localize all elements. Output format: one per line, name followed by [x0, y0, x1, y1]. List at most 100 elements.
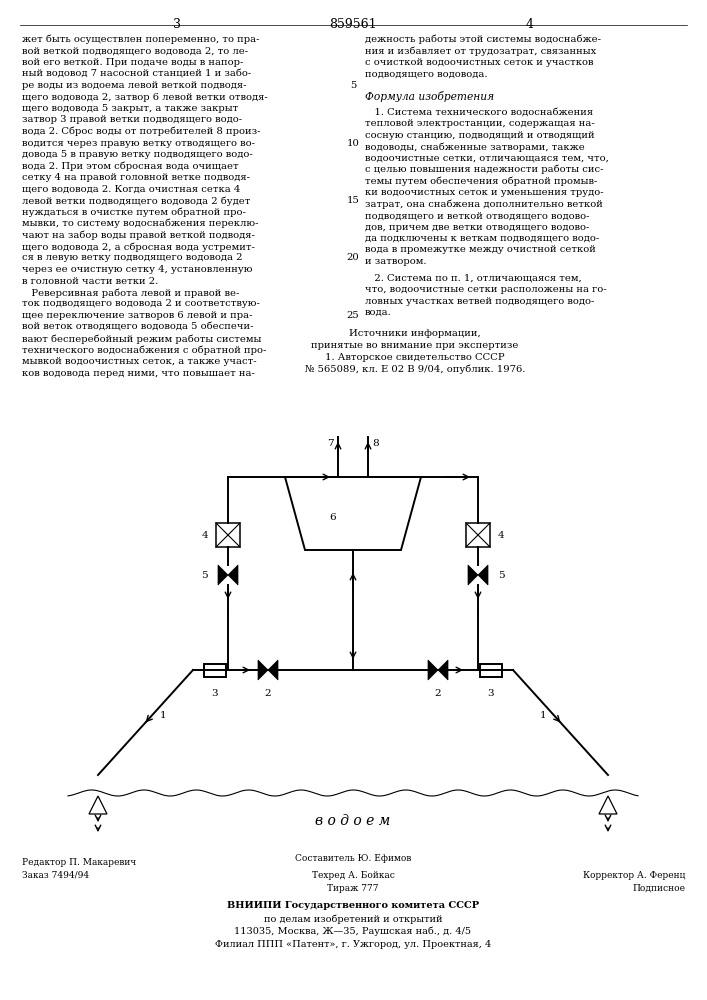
Text: 4: 4 [498, 530, 505, 540]
Text: вода.: вода. [365, 308, 392, 317]
Text: 8: 8 [372, 438, 379, 448]
Text: Формула изобретения: Формула изобретения [366, 91, 495, 102]
Text: 5: 5 [201, 570, 208, 580]
Polygon shape [218, 565, 228, 585]
Text: Корректор А. Ференц: Корректор А. Ференц [583, 871, 685, 880]
Text: щее переключение затворов 6 левой и пра-: щее переключение затворов 6 левой и пра- [22, 311, 252, 320]
Text: 2. Система по п. 1, отличающаяся тем,: 2. Система по п. 1, отличающаяся тем, [365, 273, 582, 282]
Text: 7: 7 [327, 438, 334, 448]
Polygon shape [228, 565, 238, 585]
Text: вода в промежутке между очистной сеткой: вода в промежутке между очистной сеткой [365, 245, 596, 254]
Text: водоводы, снабженные затворами, также: водоводы, снабженные затворами, также [365, 142, 585, 151]
Text: левой ветки подводящего водовода 2 будет: левой ветки подводящего водовода 2 будет [22, 196, 250, 206]
Text: Источники информации,: Источники информации, [349, 330, 481, 338]
Text: ки водоочистных сеток и уменьшения трудо-: ки водоочистных сеток и уменьшения трудо… [365, 188, 604, 197]
Text: дов, причем две ветки отводящего водово-: дов, причем две ветки отводящего водово- [365, 223, 590, 232]
Text: 20: 20 [346, 253, 359, 262]
Text: подводящего водовода.: подводящего водовода. [365, 70, 488, 79]
Text: 5: 5 [350, 81, 356, 90]
Polygon shape [478, 565, 488, 585]
Text: водоочистные сетки, отличающаяся тем, что,: водоочистные сетки, отличающаяся тем, чт… [365, 153, 609, 162]
Text: чают на забор воды правой веткой подводя-: чают на забор воды правой веткой подводя… [22, 231, 255, 240]
Text: дежность работы этой системы водоснабже-: дежность работы этой системы водоснабже- [365, 35, 601, 44]
Text: ток подводящего водовода 2 и соответствую-: ток подводящего водовода 2 и соответству… [22, 300, 260, 308]
Bar [480, 664, 502, 676]
Polygon shape [268, 660, 278, 680]
Text: в о д о е м: в о д о е м [315, 814, 391, 828]
Text: 15: 15 [346, 196, 359, 205]
Text: тепловой электростанции, содержащая на-: тепловой электростанции, содержащая на- [365, 119, 595, 128]
Text: 25: 25 [346, 311, 359, 320]
Text: вода 2. При этом сбросная вода очищает: вода 2. При этом сбросная вода очищает [22, 161, 239, 171]
Text: нуждаться в очистке путем обратной про-: нуждаться в очистке путем обратной про- [22, 208, 246, 217]
Text: вой веткой подводящего водовода 2, то ле-: вой веткой подводящего водовода 2, то ле… [22, 46, 248, 55]
Bar [216, 523, 240, 547]
Text: 4: 4 [201, 530, 208, 540]
Text: что, водоочистные сетки расположены на го-: что, водоочистные сетки расположены на г… [365, 285, 607, 294]
Text: Тираж 777: Тираж 777 [327, 884, 379, 893]
Text: в головной части ветки 2.: в головной части ветки 2. [22, 276, 158, 286]
Text: Техред А. Бойкас: Техред А. Бойкас [312, 871, 395, 880]
Text: 113035, Москва, Ж—35, Раушская наб., д. 4/5: 113035, Москва, Ж—35, Раушская наб., д. … [235, 927, 472, 936]
Text: щего водовода 2. Когда очистная сетка 4: щего водовода 2. Когда очистная сетка 4 [22, 184, 240, 194]
Text: 3: 3 [488, 690, 494, 698]
Text: технического водоснабжения с обратной про-: технического водоснабжения с обратной пр… [22, 346, 267, 355]
Text: ВНИИПИ Государственного комитета СССР: ВНИИПИ Государственного комитета СССР [227, 901, 479, 910]
Text: ловных участках ветвей подводящего водо-: ловных участках ветвей подводящего водо- [365, 296, 595, 306]
Text: № 565089, кл. Е 02 В 9/04, опублик. 1976.: № 565089, кл. Е 02 В 9/04, опублик. 1976… [305, 364, 525, 373]
Text: 1. Система технического водоснабжения: 1. Система технического водоснабжения [365, 107, 593, 116]
Text: ный водовод 7 насосной станцией 1 и забо-: ный водовод 7 насосной станцией 1 и забо… [22, 70, 251, 79]
Text: 2: 2 [435, 690, 441, 698]
Text: с целью повышения надежности работы сис-: с целью повышения надежности работы сис- [365, 165, 604, 174]
Text: принятые во внимание при экспертизе: принятые во внимание при экспертизе [311, 341, 519, 350]
Text: сосную станцию, подводящий и отводящий: сосную станцию, подводящий и отводящий [365, 130, 595, 139]
Text: Заказ 7494/94: Заказ 7494/94 [22, 871, 89, 880]
Text: 859561: 859561 [329, 18, 377, 31]
Polygon shape [438, 660, 448, 680]
Polygon shape [468, 565, 478, 585]
Text: с очисткой водоочистных сеток и участков: с очисткой водоочистных сеток и участков [365, 58, 593, 67]
Text: вой веток отводящего водовода 5 обеспечи-: вой веток отводящего водовода 5 обеспечи… [22, 322, 254, 332]
Text: вой его веткой. При подаче воды в напор-: вой его веткой. При подаче воды в напор- [22, 58, 243, 67]
Text: затрат, она снабжена дополнительно веткой: затрат, она снабжена дополнительно ветко… [365, 200, 603, 209]
Polygon shape [258, 660, 268, 680]
Bar [204, 664, 226, 676]
Text: и затвором.: и затвором. [365, 257, 426, 266]
Bar [466, 523, 490, 547]
Text: мывки, то систему водоснабжения переклю-: мывки, то систему водоснабжения переклю- [22, 219, 259, 229]
Text: ся в левую ветку подводящего водовода 2: ся в левую ветку подводящего водовода 2 [22, 253, 243, 262]
Text: ния и избавляет от трудозатрат, связанных: ния и избавляет от трудозатрат, связанны… [365, 46, 596, 56]
Text: щего водовода 2, затвор 6 левой ветки отводя-: щего водовода 2, затвор 6 левой ветки от… [22, 93, 268, 102]
Text: 2: 2 [264, 690, 271, 698]
Text: через ее очистную сетку 4, установленную: через ее очистную сетку 4, установленную [22, 265, 252, 274]
Text: ре воды из водоема левой веткой подводя-: ре воды из водоема левой веткой подводя- [22, 81, 247, 90]
Text: довода 5 в правую ветку подводящего водо-: довода 5 в правую ветку подводящего водо… [22, 150, 252, 159]
Polygon shape [428, 660, 438, 680]
Text: водится через правую ветку отводящего во-: водится через правую ветку отводящего во… [22, 138, 255, 147]
Text: ков водовода перед ними, что повышает на-: ков водовода перед ними, что повышает на… [22, 368, 255, 377]
Text: 1. Авторское свидетельство СССР: 1. Авторское свидетельство СССР [325, 353, 505, 361]
Text: щего водовода 2, а сбросная вода устремит-: щего водовода 2, а сбросная вода устреми… [22, 242, 255, 251]
Text: 10: 10 [346, 138, 359, 147]
Text: щего водовода 5 закрыт, а также закрыт: щего водовода 5 закрыт, а также закрыт [22, 104, 238, 113]
Text: по делам изобретений и открытий: по делам изобретений и открытий [264, 914, 443, 924]
Text: Реверсивная работа левой и правой ве-: Реверсивная работа левой и правой ве- [22, 288, 240, 298]
Text: 5: 5 [498, 570, 505, 580]
Text: 6: 6 [329, 512, 337, 522]
Text: 1: 1 [160, 710, 166, 720]
Text: жет быть осуществлен попеременно, то пра-: жет быть осуществлен попеременно, то пра… [22, 35, 259, 44]
Text: темы путем обеспечения обратной промыв-: темы путем обеспечения обратной промыв- [365, 176, 597, 186]
Text: вают бесперебойный режим работы системы: вают бесперебойный режим работы системы [22, 334, 262, 344]
Text: Составитель Ю. Ефимов: Составитель Ю. Ефимов [295, 854, 411, 863]
Text: затвор 3 правой ветки подводящего водо-: затвор 3 правой ветки подводящего водо- [22, 115, 242, 124]
Text: 4: 4 [526, 18, 534, 31]
Text: Подписное: Подписное [632, 884, 685, 893]
Text: подводящего и веткой отводящего водово-: подводящего и веткой отводящего водово- [365, 211, 590, 220]
Text: мывкой водоочистных сеток, а также участ-: мывкой водоочистных сеток, а также участ… [22, 357, 257, 366]
Text: сетку 4 на правой головной ветке подводя-: сетку 4 на правой головной ветке подводя… [22, 173, 250, 182]
Text: 3: 3 [211, 690, 218, 698]
Text: Филиал ППП «Патент», г. Ужгород, ул. Проектная, 4: Филиал ППП «Патент», г. Ужгород, ул. Про… [215, 940, 491, 949]
Text: 1: 1 [539, 710, 547, 720]
Text: Редактор П. Макаревич: Редактор П. Макаревич [22, 858, 136, 867]
Text: 3: 3 [173, 18, 181, 31]
